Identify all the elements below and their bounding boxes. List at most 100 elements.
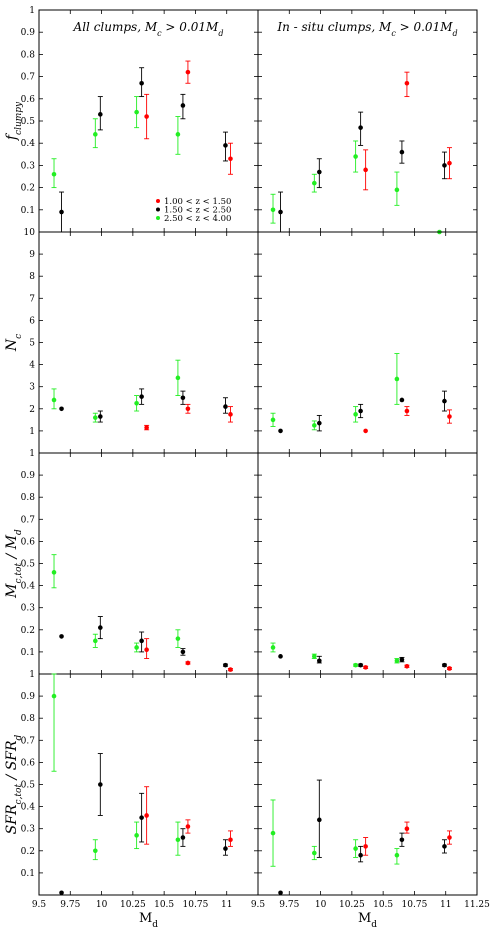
data-point-green [175,132,181,137]
data-point-red [447,160,452,166]
y-tick-label: 0.7 [21,736,36,746]
y-axis-label: fclumpy [4,101,24,141]
y-axis-label: SFRc,tot / SFRd [4,734,24,834]
y-tick-label: 0.1 [21,869,35,879]
panel-frame-r3-c0 [38,673,259,896]
x-tick-label: 10.5 [373,900,393,910]
data-point-green [353,662,358,668]
data-point-red [404,80,410,86]
y-axis-label: Nc [4,334,24,352]
x-tick-label: 9.75 [279,900,299,910]
data-point-black [180,103,186,108]
x-tick-label: 11 [221,900,232,910]
panel-frame-r1-c0 [38,231,259,454]
data-point-red [404,408,410,414]
data-point-black [358,852,363,858]
data-point-green [312,423,317,428]
data-point-black [278,428,283,434]
y-tick-label: 7 [29,294,35,304]
data-point-black [59,209,64,215]
y-tick-label: 0.8 [21,50,36,60]
x-tick-label: 10 [315,900,327,910]
x-tick-label: 10.25 [339,900,365,910]
data-point-red [228,667,233,672]
data-point-black [278,654,283,659]
panel-title: In - situ clumps, Mc > 0.01Md [276,20,457,38]
y-tick-label: 0.4 [21,803,36,813]
data-point-black [317,169,322,175]
x-axis-label: Md [358,911,377,927]
data-point-black [442,844,447,849]
data-point-green [134,109,139,115]
y-tick-label: 1 [29,6,35,16]
data-point-black [59,406,64,412]
x-axis-label: Md [139,911,158,927]
data-point-red [144,813,149,818]
data-point-black [399,149,405,155]
data-point-green [175,636,181,641]
data-point-green [312,850,317,856]
data-point-black [98,414,103,419]
data-point-black [139,815,144,820]
data-point-black [59,890,64,896]
x-tick-label: 9.75 [60,900,80,910]
data-point-green [270,417,276,423]
data-point-green [51,570,57,575]
data-point-red [363,167,368,173]
data-point-green [51,397,57,403]
panel-frame-r1-c1 [257,231,478,454]
data-point-black [180,835,186,840]
panel-frame-r2-c0 [38,452,259,675]
data-point-green [270,645,276,650]
data-point-black [399,397,405,403]
y-tick-label: 2 [29,405,35,415]
data-point-green [353,412,358,417]
data-point-red [185,69,191,75]
data-point-black [180,395,186,401]
data-point-green [353,154,358,159]
y-tick-label: 6 [29,316,35,326]
data-point-red [144,114,149,119]
data-point-black [98,625,103,630]
legend-label: 1.50 < z < 2.50 [164,206,231,216]
data-point-green [394,187,400,193]
data-point-green [175,837,181,843]
y-tick-label: 0.9 [21,471,36,481]
data-point-black [223,143,228,148]
y-tick-label: 0.7 [21,515,36,525]
data-point-black [139,394,144,399]
legend-label: 2.50 < z < 4.00 [164,214,231,224]
data-point-black [139,638,144,644]
data-point-green [134,833,139,838]
panel-frame-r3-c1 [257,673,478,896]
panel-title: All clumps, Mc > 0.01Md [73,20,224,38]
y-tick-label: 0.1 [21,206,35,216]
data-point-red [228,156,233,162]
x-tick-label: 10.25 [120,900,146,910]
y-tick-label: 0.5 [21,781,36,791]
y-axis-label: Mc,tot / Md [4,529,24,599]
data-point-black [442,398,447,404]
data-point-black [59,634,64,639]
y-tick-label: 9 [29,250,35,260]
data-point-black [317,420,322,426]
data-point-black [317,817,322,823]
data-point-black [278,209,283,215]
data-point-red [447,835,452,840]
y-tick-label: 0.4 [21,582,36,592]
y-tick-label: 0.2 [21,847,35,857]
y-tick-label: 3 [29,383,35,393]
data-point-black [399,657,405,662]
data-point-black [223,404,228,409]
data-point-red [144,425,149,430]
y-tick-label: 0.6 [21,537,36,547]
panel-frame-r0-c1 [257,9,478,233]
data-point-black [223,846,228,851]
data-point-black [358,125,363,130]
data-point-green [394,852,400,858]
data-point-black [98,782,103,787]
y-tick-label: 1 [29,670,35,680]
y-tick-label: 10 [24,228,36,238]
y-tick-label: 1 [29,427,35,437]
